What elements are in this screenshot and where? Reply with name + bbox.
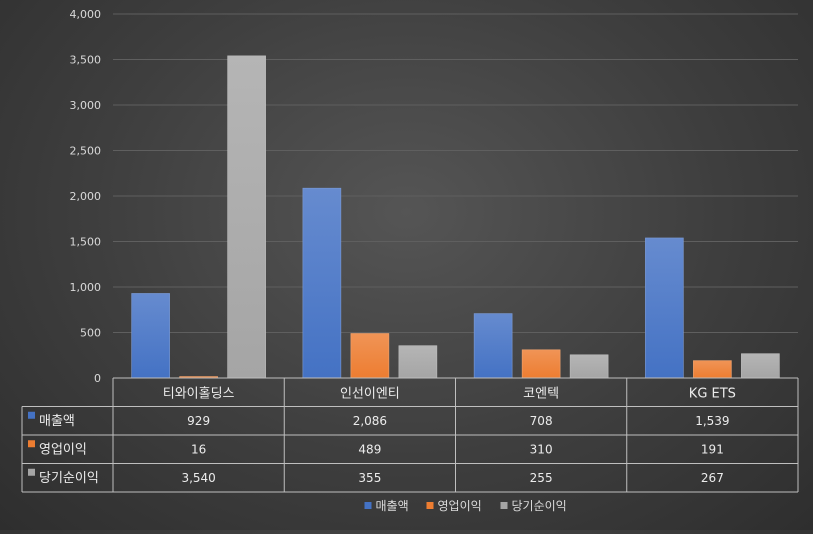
legend-key (364, 502, 372, 509)
table-row-label: 매출액 (39, 414, 75, 429)
bar (473, 313, 513, 379)
category-label: KG ETS (689, 386, 736, 401)
category-label: 인선이엔티 (340, 386, 400, 401)
category-label: 티와이홀딩스 (163, 386, 235, 401)
table-legend-key (28, 440, 35, 448)
category-label: 코엔텍 (523, 386, 559, 401)
bar (131, 293, 170, 379)
bar (227, 55, 266, 379)
table-row-label: 당기순이익 (39, 471, 99, 486)
y-tick-label: 2,000 (70, 190, 102, 203)
table-legend-key (28, 411, 35, 419)
bar (645, 237, 684, 379)
data-label: 929 (187, 414, 210, 428)
data-label: 2,086 (353, 414, 387, 428)
y-tick-label: 2,500 (70, 145, 102, 158)
bar (569, 354, 609, 379)
table-legend-key (28, 468, 35, 476)
data-label: 255 (530, 471, 553, 485)
legend-entry: 영업이익 (438, 499, 482, 513)
y-tick-label: 3,000 (70, 99, 102, 112)
legend-key (426, 502, 434, 509)
bar (350, 333, 390, 379)
bar (398, 345, 438, 379)
legend-entry: 당기순이익 (512, 499, 567, 513)
bar (741, 353, 780, 379)
y-tick-label: 4,000 (70, 8, 102, 21)
legend-key (500, 502, 508, 509)
bar (693, 360, 732, 379)
y-tick-label: 1,500 (70, 236, 102, 249)
data-label: 267 (701, 471, 724, 485)
table-row-label: 영업이익 (39, 442, 87, 457)
data-label: 16 (191, 442, 206, 456)
data-label: 191 (701, 442, 724, 456)
data-label: 1,539 (695, 414, 729, 428)
data-label: 708 (530, 414, 553, 428)
legend-entry: 매출액 (376, 499, 409, 513)
y-tick-label: 1,000 (70, 281, 102, 294)
data-label: 489 (358, 442, 381, 456)
y-tick-label: 0 (94, 372, 101, 385)
bar (302, 187, 342, 379)
bar (521, 349, 561, 379)
y-tick-label: 3,500 (70, 54, 102, 67)
data-label: 355 (358, 471, 381, 485)
data-label: 310 (530, 442, 553, 456)
data-label: 3,540 (181, 471, 215, 485)
y-tick-label: 500 (80, 327, 101, 340)
